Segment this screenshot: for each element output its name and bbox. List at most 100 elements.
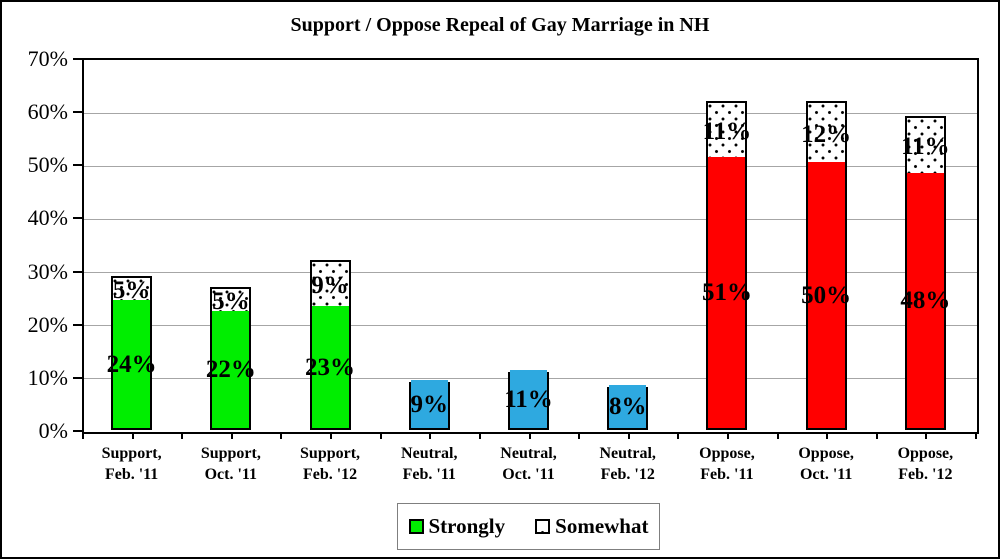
bar-segment-somewhat: 12% (801, 103, 851, 167)
x-category-label-neutral-feb-12: Neutral, Feb. '12 (578, 443, 678, 485)
bar-support-oct-11: 5% 22% (206, 287, 256, 430)
x-category-label-line2: Feb. '11 (104, 466, 159, 483)
x-axis-tick-18 (975, 432, 977, 439)
x-category-label-line1: Neutral, (401, 445, 458, 462)
bar-value-label-strongly: 48% (900, 287, 951, 314)
gridline-50pct (84, 165, 977, 167)
x-axis-tick-12 (677, 432, 680, 439)
x-category-label-line1: Support, (101, 445, 162, 462)
bar-segment-strongly: 48% (900, 173, 950, 428)
bar-segment-strongly: 50% (801, 162, 851, 428)
x-axis-tick-2 (181, 432, 184, 439)
x-axis-tick-0 (82, 432, 84, 439)
legend-label-strongly: Strongly (428, 514, 506, 538)
bar-segment-strongly: 23% (305, 306, 355, 428)
chart-title: Support / Oppose Repeal of Gay Marriage … (290, 14, 710, 36)
x-category-label-line1: Neutral, (500, 445, 557, 462)
bar-value-label-somewhat: 11% (901, 132, 950, 160)
x-axis-tick-17 (925, 432, 928, 439)
bar-value-label-strongly: 50% (801, 281, 852, 309)
bar-value-label-strongly: 23% (305, 353, 356, 381)
gridline-60pct (84, 112, 977, 114)
x-category-label-oppose-feb-12: Oppose, Feb. '12 (875, 443, 975, 485)
legend-item-somewhat: Somewhat (535, 516, 648, 537)
bar-value-label-strongly: 24% (106, 350, 157, 378)
y-axis-label-10pct: 10% (27, 364, 68, 390)
x-category-label-line1: Neutral, (599, 445, 656, 462)
bar-segment-strongly: 24% (107, 300, 157, 428)
y-axis-label-70pct: 70% (27, 46, 68, 71)
x-axis-tick-3 (230, 432, 233, 439)
x-axis-tick-1 (131, 432, 134, 439)
x-axis-tick-9 (528, 432, 531, 439)
gridline-30pct (84, 272, 977, 274)
x-category-label-line1: Oppose, (699, 445, 755, 462)
legend-swatch-strongly (408, 519, 424, 534)
x-category-label-support-oct-11: Support, Oct. '11 (181, 443, 281, 485)
bar-oppose-feb-12: 11% 48% (900, 116, 950, 430)
y-axis-label-40pct: 40% (27, 205, 68, 231)
x-category-label-support-feb-12: Support, Feb. '12 (280, 443, 380, 485)
bar-segment-strongly: 51% (702, 157, 752, 428)
bar-value-label-somewhat: 5% (212, 288, 250, 315)
y-axis-tick-30pct (73, 270, 82, 273)
x-axis-tick-11 (627, 432, 630, 439)
y-axis-tick-0pct (73, 430, 82, 432)
bar-value-label-somewhat: 12% (801, 120, 852, 148)
gridline-40pct (84, 218, 977, 220)
bar-segment-somewhat: 11% (703, 103, 751, 161)
x-category-label-line2: Feb. '12 (600, 466, 655, 483)
x-axis-tick-4 (280, 432, 283, 439)
bar-segment-strongly: 11% (504, 370, 553, 428)
x-category-label-line2: Oct. '11 (799, 466, 853, 483)
x-category-label-line2: Feb. '12 (898, 466, 953, 483)
legend: Strongly Somewhat (397, 503, 660, 550)
y-axis-tick-70pct (73, 58, 82, 60)
bar-value-label-strongly: 22% (205, 356, 256, 383)
bar-segment-somewhat: 11% (901, 118, 950, 176)
y-axis-label-50pct: 50% (27, 152, 68, 178)
x-category-label-oppose-oct-11: Oppose, Oct. '11 (776, 443, 876, 485)
x-axis-tick-10 (578, 432, 581, 439)
bar-segment-strongly: 9% (411, 380, 448, 428)
bar-segment-strongly: 22% (206, 311, 256, 428)
legend-swatch-somewhat (535, 519, 551, 534)
bar-segment-somewhat: 5% (212, 288, 250, 316)
bar-segment-somewhat: 9% (311, 262, 349, 310)
y-axis-tick-10pct (73, 376, 82, 379)
y-axis-label-20pct: 20% (27, 311, 68, 337)
x-category-label-support-feb-11: Support, Feb. '11 (82, 443, 182, 485)
x-category-label-line1: Oppose, (897, 445, 954, 462)
y-axis-label-0pct: 0% (38, 418, 68, 443)
x-category-label-line1: Support, (200, 445, 261, 462)
x-axis-tick-7 (429, 432, 432, 439)
bar-value-label-strongly: 8% (608, 393, 647, 420)
bar-value-label-strongly: 51% (701, 279, 752, 306)
bar-value-label-strongly: 11% (504, 385, 553, 413)
bar-neutral-feb-12: 8% (607, 385, 649, 430)
x-category-label-neutral-feb-11: Neutral, Feb. '11 (379, 443, 479, 485)
x-axis-tick-8 (478, 432, 481, 439)
x-category-label-line2: Feb. '11 (700, 466, 754, 483)
bar-neutral-feb-11: 9% (408, 380, 450, 430)
x-category-label-line1: Oppose, (798, 445, 854, 462)
bar-oppose-oct-11: 12% 50% (801, 101, 851, 430)
y-axis-tick-40pct (73, 217, 82, 220)
bar-support-feb-12: 9% 23% (305, 260, 355, 430)
x-axis-tick-6 (379, 432, 382, 439)
y-axis-tick-20pct (73, 323, 82, 326)
x-category-label-line2: Feb. '11 (402, 466, 456, 483)
bar-value-label-strongly: 9% (410, 390, 449, 418)
y-axis-label-60pct: 60% (27, 99, 68, 125)
x-axis-tick-15 (826, 432, 829, 439)
legend-label-somewhat: Somewhat (555, 514, 649, 538)
bar-oppose-feb-11: 11% 51% (702, 101, 752, 430)
bar-value-label-somewhat: 9% (311, 271, 349, 299)
x-category-label-line1: Support, (300, 445, 361, 462)
y-axis-tick-60pct (73, 111, 82, 114)
x-category-label-line2: Oct. '11 (502, 466, 555, 483)
x-axis-tick-13 (726, 432, 729, 439)
bar-value-label-somewhat: 11% (702, 117, 752, 145)
y-axis-label-30pct: 30% (27, 258, 68, 284)
